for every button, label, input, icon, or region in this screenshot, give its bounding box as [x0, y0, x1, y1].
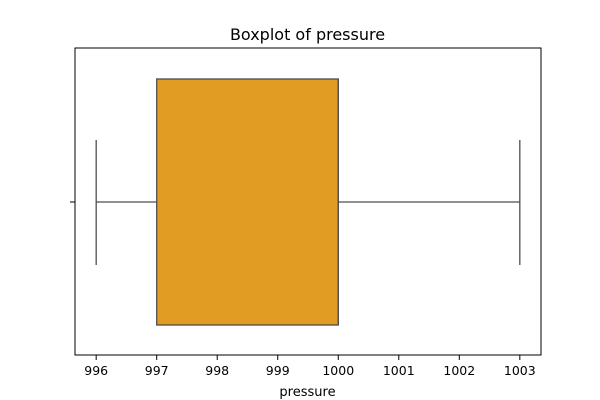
plot-frame — [74, 47, 542, 356]
x-tick-label: 996 — [84, 363, 108, 378]
x-tick-label: 1003 — [504, 363, 536, 378]
x-axis-label: pressure — [279, 385, 335, 400]
x-tick-label: 997 — [145, 363, 169, 378]
x-tick-label: 1000 — [322, 363, 354, 378]
x-tick-label: 999 — [266, 363, 290, 378]
x-tick-label: 1002 — [443, 363, 475, 378]
x-tick-label: 998 — [205, 363, 229, 378]
chart-title: Boxplot of pressure — [230, 25, 385, 44]
boxplot — [95, 78, 521, 326]
x-axis-ticks: 996 997 998 999 1000 1001 1002 1003 — [84, 355, 536, 378]
x-tick-label: 1001 — [383, 363, 415, 378]
interquartile-box — [156, 78, 339, 326]
